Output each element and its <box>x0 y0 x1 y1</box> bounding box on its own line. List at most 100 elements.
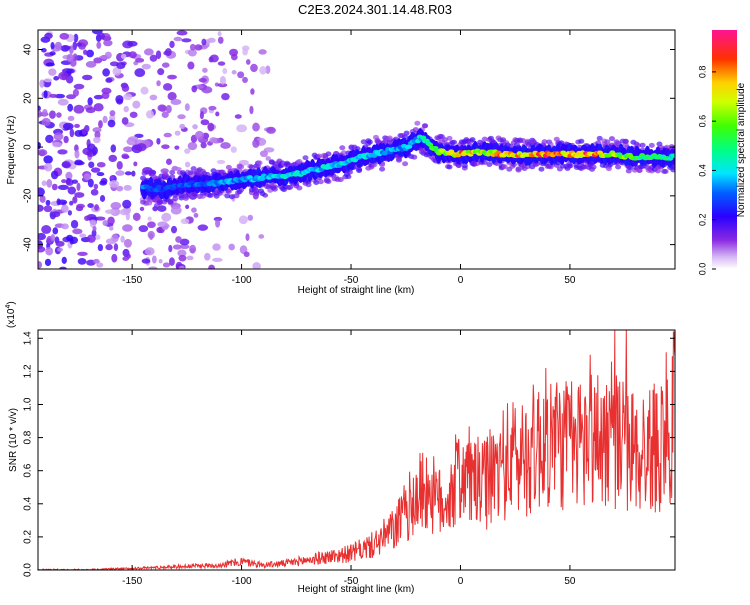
spectrogram-halo-cell <box>414 120 421 126</box>
spectrogram-noise-cell <box>38 187 45 197</box>
spectrogram-noise-cell <box>219 75 226 85</box>
colorbar: 0.0 0.2 0.4 0.6 0.8 Normalized spectral ampl… <box>697 30 747 275</box>
spectrogram-noise-cell <box>92 127 102 133</box>
spectrogram-noise-cell <box>151 255 157 264</box>
spectrogram-noise-cell <box>174 145 180 150</box>
spectrogram-noise-cell <box>63 135 69 144</box>
spectrogram-halo-cell <box>615 141 622 147</box>
spectrogram-noise-cell <box>122 199 132 209</box>
spectrogram-noise-cell <box>61 179 67 184</box>
spectrogram-noise-cell <box>56 198 61 206</box>
snr-panel: -150 -100 -50 0 50 0.00.20.40.60.81.01.21.4 … <box>5 301 676 595</box>
spectrogram-x-tick-label: 0 <box>458 275 464 286</box>
spectrogram-noise-cell <box>156 227 163 233</box>
spectrogram-noise-cell <box>184 103 190 111</box>
spectrogram-noise-cell <box>102 68 110 77</box>
spectrogram-noise-cell <box>45 62 55 67</box>
spectrogram-noise-cell <box>169 40 175 49</box>
spectrogram-noise-cell <box>44 258 52 267</box>
colorbar-tick-label: 0.0 <box>697 263 707 276</box>
spectrogram-noise-cell <box>158 259 163 264</box>
spectrogram-noise-cell <box>38 232 46 241</box>
spectrogram-noise-cell <box>132 100 141 109</box>
spectrogram-noise-cell <box>258 49 267 55</box>
spectrogram-noise-cell <box>81 128 87 135</box>
spectrogram-noise-cell <box>67 115 75 122</box>
spectrogram-noise-cell <box>138 225 149 233</box>
spectrogram-noise-cell <box>60 204 69 213</box>
spectrogram-noise-cell <box>187 61 195 70</box>
spectrogram-noise-cell <box>126 253 131 259</box>
snr-y-tick-label: 0.4 <box>23 496 34 510</box>
snr-y-tick-label: 1.0 <box>23 397 34 411</box>
snr-x-tick-label: -50 <box>344 576 359 587</box>
spectrogram-noise-cell <box>155 50 162 60</box>
spectrogram-noise-cell <box>93 136 101 144</box>
spectrogram-noise-cell <box>93 57 103 64</box>
spectrogram-noise-cell <box>208 264 215 269</box>
spectrogram-noise-cell <box>266 126 276 134</box>
figure-title: C2E3.2024.301.14.48.R03 <box>298 2 452 17</box>
spectrogram-noise-cell <box>229 48 238 57</box>
colorbar-label: Normalized spectral amplitude <box>736 82 747 217</box>
spectrogram-noise-cell <box>43 155 53 164</box>
snr-scale-label: (x104) <box>5 301 17 328</box>
spectrogram-y-tick-label: 20 <box>23 92 34 104</box>
spectrogram-halo-cell <box>474 161 481 167</box>
spectrogram-noise-cell <box>86 234 96 243</box>
spectrogram-noise-cell <box>74 149 80 159</box>
spectrogram-noise-cell <box>168 257 175 266</box>
spectrogram-noise-cell <box>50 170 59 180</box>
spectrogram-noise-cell <box>161 62 170 68</box>
spectrogram-panel: -150 -100 -50 0 50 -40 -20 0 20 40 Height of str… <box>6 29 676 296</box>
spectrogram-noise-cell <box>107 216 115 225</box>
spectrogram-halo-cell <box>339 145 346 151</box>
spectrogram-noise-cell <box>51 211 61 218</box>
spectrogram-noise-cell <box>156 137 161 145</box>
spectrogram-noise-cell <box>121 153 129 159</box>
spectrogram-noise-cell <box>175 236 182 243</box>
spectrogram-noise-cell <box>90 189 99 196</box>
spectrogram-noise-cell <box>94 204 100 211</box>
spectrogram-noise-cell <box>139 206 145 211</box>
spectrogram-noise-cell <box>99 194 106 202</box>
spectrogram-noise-cell <box>96 172 105 177</box>
spectrogram-halo-cell <box>412 127 419 133</box>
spectrogram-noise-cell <box>147 216 152 221</box>
spectrogram-noise-cell <box>91 167 101 173</box>
spectrogram-noise-cell <box>88 161 95 169</box>
spectrogram-noise-cell <box>209 137 218 143</box>
spectrogram-noise-cell <box>165 158 173 165</box>
spectrogram-noise-cell <box>39 195 46 203</box>
spectrogram-noise-cell <box>217 31 222 37</box>
spectrogram-noise-cell <box>105 238 117 245</box>
spectrogram-noise-cell <box>122 224 133 232</box>
spectrogram-noise-cell <box>191 207 197 213</box>
spectrogram-noise-cell <box>93 94 104 100</box>
spectrogram-noise-cell <box>230 146 237 153</box>
spectrogram-noise-cell <box>93 103 104 112</box>
spectrogram-noise-cell <box>50 233 56 242</box>
spectrogram-noise-cell <box>49 110 56 119</box>
spectrogram-noise-cell <box>41 225 52 234</box>
spectrogram-noise-cell <box>72 41 78 51</box>
spectrogram-noise-cell <box>245 233 250 242</box>
spectrogram-noise-cell <box>242 48 248 56</box>
spectrogram-noise-cell <box>109 175 115 180</box>
spectrogram-noise-cell <box>215 111 220 117</box>
spectrogram-noise-cell <box>85 107 96 114</box>
spectrogram-noise-cell <box>96 162 106 168</box>
spectrogram-noise-cell <box>201 86 213 94</box>
spectrogram-x-tick-label: -100 <box>232 275 252 286</box>
spectrogram-noise-cell <box>45 134 54 144</box>
spectrogram-noise-cell <box>63 45 71 51</box>
spectrogram-noise-cell <box>217 36 224 44</box>
spectrogram-noise-cell <box>170 206 182 215</box>
spectrogram-noise-cell <box>189 244 197 254</box>
spectrogram-halo-cell <box>590 164 597 170</box>
spectrogram-halo-cell <box>337 177 344 183</box>
spectrogram-noise-cell <box>119 208 130 216</box>
spectrogram-noise-cell <box>146 221 156 229</box>
spectrogram-noise-cell <box>167 92 177 101</box>
